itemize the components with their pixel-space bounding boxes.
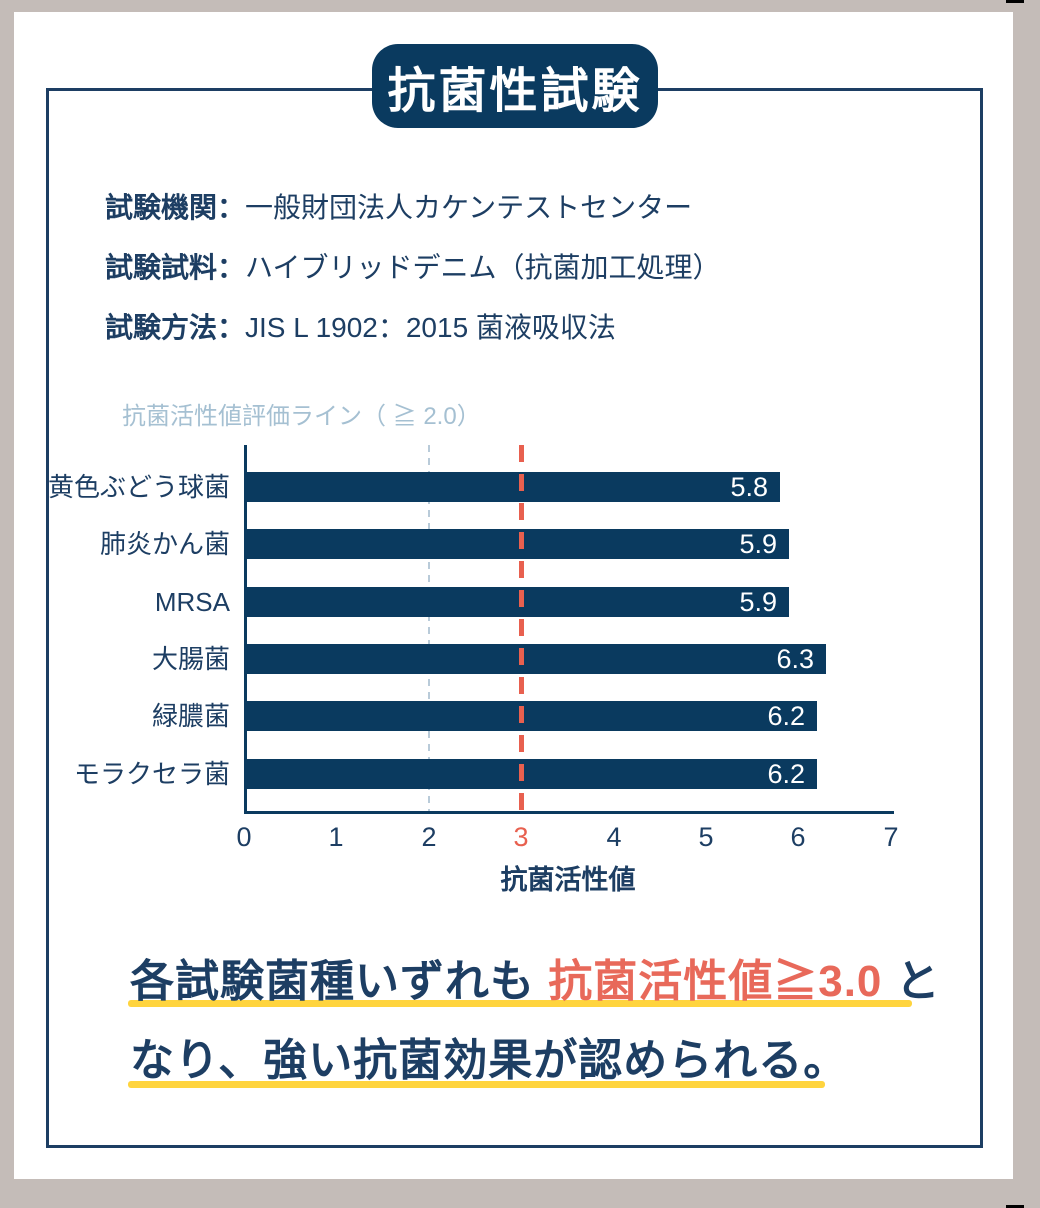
x-axis-tick-label: 4 — [606, 822, 622, 852]
plot-area: 5.8 5.9 5.9 6.3 6.2 6.2 — [244, 445, 892, 811]
bar: 6.3 — [244, 644, 826, 674]
conclusion-highlight: 抗菌活性値≧3.0 — [548, 957, 883, 1006]
x-axis-title: 抗菌活性値 — [500, 865, 636, 895]
x-axis-tick-label: 1 — [328, 822, 344, 852]
bar-value-label: 5.9 — [739, 528, 777, 559]
conclusion-text: 各試験菌種いずれも — [130, 957, 549, 1006]
bar-value-label: 6.2 — [767, 700, 805, 731]
page-title: 抗菌性試験 — [387, 65, 643, 118]
bar-value-label: 5.9 — [739, 586, 777, 617]
threshold-line-label: 抗菌活性値評価ライン（ ≧ 2.0） — [122, 403, 481, 430]
bar: 5.9 — [244, 529, 789, 559]
conclusion-text: と — [882, 957, 941, 1006]
conclusion-line-2: なり、強い抗菌効果が認められる。 — [130, 1036, 849, 1085]
yellow-underline-2 — [128, 1081, 825, 1088]
yellow-underline-1 — [128, 1000, 912, 1007]
category-label: 緑膿菌 — [151, 701, 230, 731]
test-info-label: 試験試料： — [105, 252, 246, 283]
bar-value-label: 6.3 — [776, 643, 814, 674]
test-info-row: 試験方法：JIS L 1902：2015 菌液吸収法 — [105, 298, 720, 358]
bar: 5.9 — [244, 587, 789, 617]
test-info-row: 試験試料：ハイブリッドデニム（抗菌加工処理） — [105, 238, 720, 298]
card-panel — [46, 88, 983, 1148]
bar-value-label: 6.2 — [767, 758, 805, 789]
x-axis-line — [244, 811, 894, 814]
category-label: 大腸菌 — [151, 644, 230, 674]
screen-edge-mark-bottom — [1006, 1205, 1024, 1208]
category-label: 肺炎かん菌 — [99, 529, 230, 559]
test-info-block: 試験機関：一般財団法人カケンテストセンター 試験試料：ハイブリッドデニム（抗菌加… — [105, 178, 720, 358]
y-axis-line — [244, 445, 247, 814]
highlight-dashed-line — [519, 445, 524, 811]
threshold-dashed-line — [428, 445, 430, 811]
test-info-row: 試験機関：一般財団法人カケンテストセンター — [105, 178, 720, 238]
screen-edge-mark-top — [1006, 0, 1024, 3]
x-axis-tick-label: 2 — [421, 822, 437, 852]
test-info-label: 試験機関： — [105, 192, 246, 223]
bar: 6.2 — [244, 759, 817, 789]
bar: 6.2 — [244, 701, 817, 731]
x-axis-tick-label: 6 — [790, 822, 806, 852]
title-badge: 抗菌性試験 — [372, 44, 658, 128]
conclusion-line-1: 各試験菌種いずれも 抗菌活性値≧3.0 と — [130, 945, 941, 1009]
category-label: MRSA — [154, 587, 230, 617]
x-axis-tick-label: 7 — [883, 822, 899, 852]
x-axis-tick-label: 5 — [698, 822, 714, 852]
category-label: 黄色ぶどう球菌 — [47, 472, 230, 502]
test-info-label: 試験方法： — [105, 312, 246, 343]
x-axis-tick-label: 0 — [236, 822, 252, 852]
bar-chart: 黄色ぶどう球菌肺炎かん菌 MRSA 大腸菌緑膿菌モラクセラ菌 5.8 5.9 5.9 6.… — [0, 445, 1040, 905]
bar-value-label: 5.8 — [730, 471, 768, 502]
test-info-value: ハイブリッドデニム（抗菌加工処理） — [245, 252, 721, 283]
bar: 5.8 — [244, 472, 780, 502]
category-label: モラクセラ菌 — [73, 759, 230, 789]
test-info-value: JIS L 1902：2015 菌液吸収法 — [245, 312, 616, 343]
test-info-value: 一般財団法人カケンテストセンター — [245, 192, 693, 223]
x-axis-tick-label: 3 — [513, 822, 529, 852]
